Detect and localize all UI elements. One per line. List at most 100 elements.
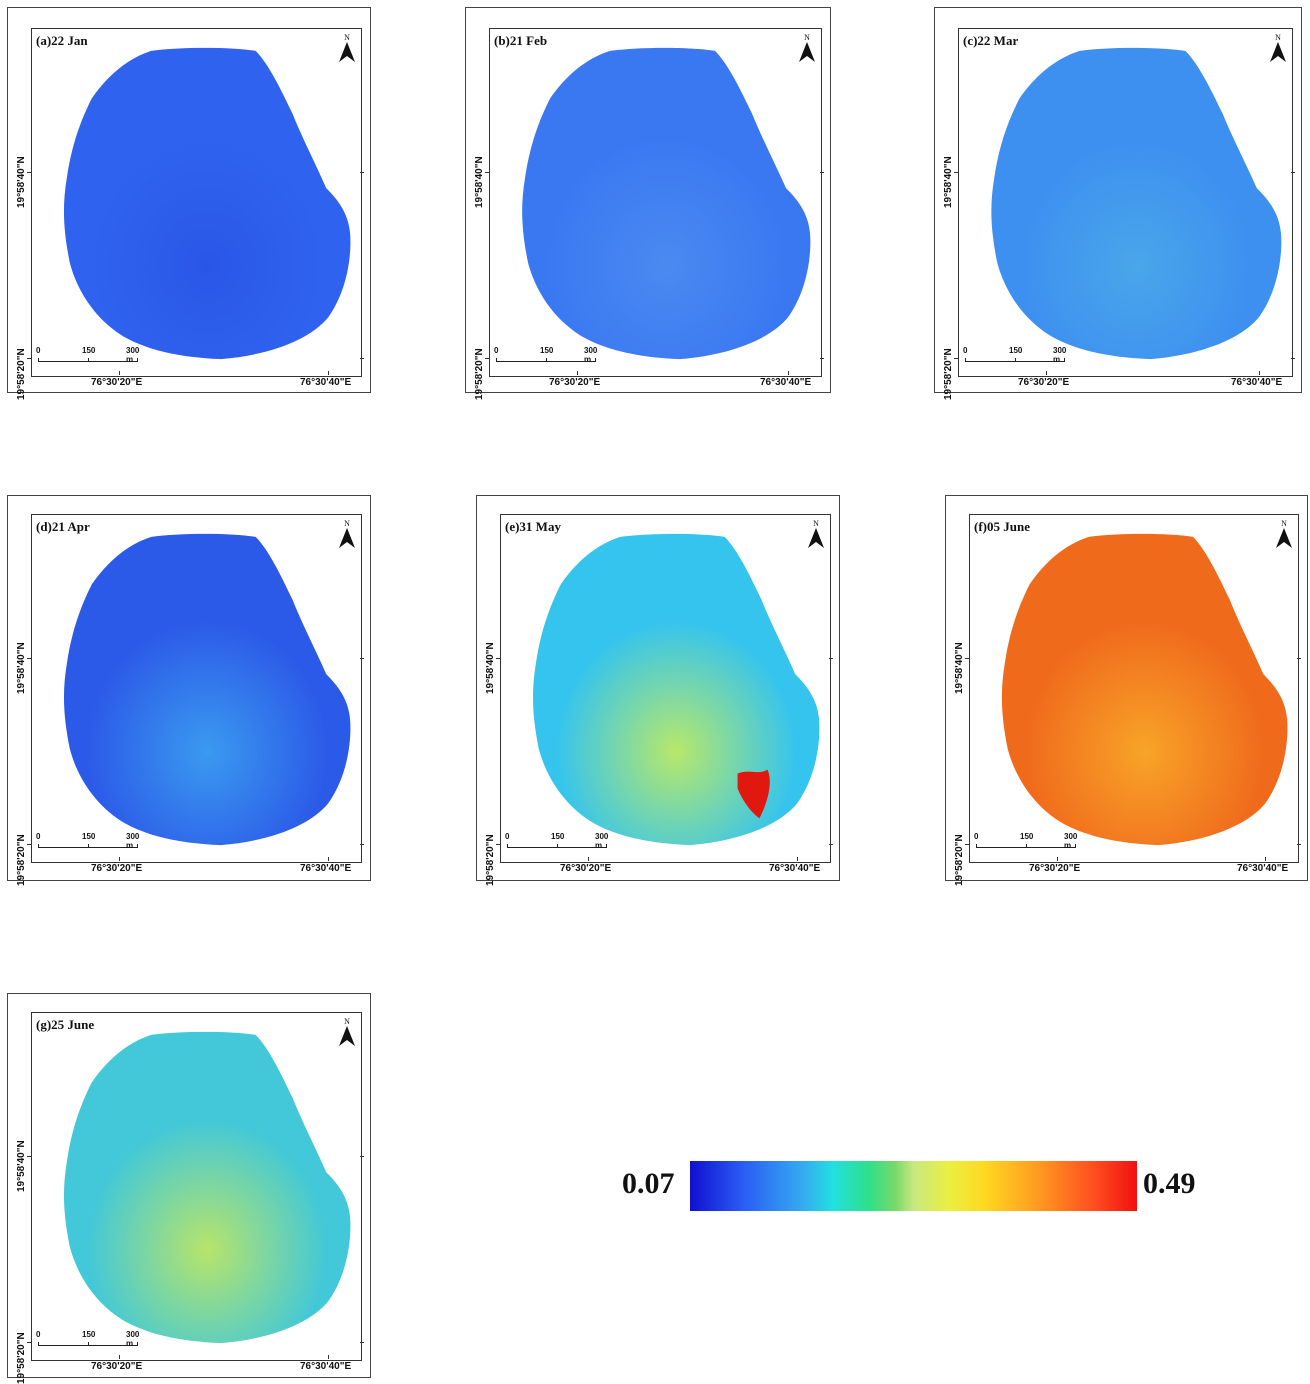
scale-label: 300 m: [126, 832, 140, 850]
latitude-tick: [485, 172, 489, 173]
scale-label: 150: [82, 1330, 96, 1339]
scale-bar: 0 150 300 m: [974, 832, 1086, 852]
lake-outline: [63, 533, 351, 846]
scale-label: 300 m: [595, 832, 609, 850]
longitude-tick: [1265, 857, 1266, 861]
longitude-tick: [588, 857, 589, 861]
scale-label: 150: [82, 346, 96, 355]
north-arrow-icon: N: [337, 519, 357, 553]
longitude-tick: [577, 371, 578, 375]
latitude-tick: [360, 844, 364, 845]
longitude-tick: [328, 371, 329, 375]
lake-reflectance-map: [63, 47, 351, 360]
panel-title: (c)22 Mar: [963, 33, 1019, 48]
longitude-label: 76°30'20"E: [91, 1361, 143, 1372]
latitude-tick: [27, 1342, 31, 1343]
scale-label: 300 m: [1053, 346, 1067, 364]
scale-bar: 0 150 300 m: [36, 832, 148, 852]
panel-title: (g)25 June: [36, 1017, 95, 1032]
panel-title: (f)05 June: [974, 519, 1030, 534]
scale-label: 300 m: [584, 346, 598, 364]
latitude-tick: [829, 658, 833, 659]
longitude-label: 76°30'20"E: [560, 863, 612, 874]
longitude-tick: [1046, 371, 1047, 375]
longitude-tick: [328, 1355, 329, 1359]
map-frame: (b)21 Feb N 0 150 300 m: [489, 28, 822, 377]
scale-label: 0: [963, 346, 968, 355]
map-panel-b: (b)21 Feb N 0 150 300 m 19°58'40"N 19°58'20"N…: [465, 7, 831, 400]
north-label: N: [804, 33, 810, 42]
panel-title: (a)22 Jan: [36, 33, 88, 48]
latitude-label: 19°58'40"N: [16, 156, 27, 208]
latitude-label: 19°58'40"N: [16, 1140, 27, 1192]
latitude-tick: [27, 172, 31, 173]
latitude-label: 19°58'20"N: [16, 834, 27, 886]
map-frame: (c)22 Mar N 0 150 300 m: [958, 28, 1293, 377]
latitude-tick: [360, 1156, 364, 1157]
latitude-tick: [829, 844, 833, 845]
longitude-label: 76°30'40"E: [1231, 377, 1283, 388]
north-label: N: [1281, 519, 1287, 528]
map-frame: (d)21 Apr N 0 150 300 m: [31, 514, 362, 863]
latitude-label: 19°58'20"N: [954, 834, 965, 886]
scale-bar: 0 150 300 m: [505, 832, 617, 852]
north-label: N: [344, 1017, 350, 1026]
lake-reflectance-map: [1001, 533, 1288, 846]
latitude-tick: [496, 844, 500, 845]
colorbar: [690, 1161, 1137, 1211]
longitude-tick: [119, 1355, 120, 1359]
longitude-tick: [797, 857, 798, 861]
north-label: N: [344, 33, 350, 42]
latitude-label: 19°58'20"N: [16, 348, 27, 400]
map-frame: (e)31 May N 0 150 300 m: [500, 514, 831, 863]
longitude-label: 76°30'40"E: [769, 863, 821, 874]
latitude-tick: [360, 172, 364, 173]
latitude-tick: [360, 1342, 364, 1343]
lake-outline: [522, 47, 811, 360]
latitude-label: 19°58'20"N: [16, 1332, 27, 1384]
scale-label: 0: [36, 832, 41, 841]
lake-reflectance-map: [63, 1031, 351, 1344]
map-frame: (g)25 June N 0 150 300 m: [31, 1012, 362, 1361]
lake-reflectance-map: [63, 533, 351, 846]
scale-bar: 0 150 300 m: [36, 346, 148, 366]
north-label: N: [1275, 33, 1281, 42]
latitude-tick: [27, 844, 31, 845]
lake-outline: [1001, 533, 1288, 846]
longitude-label: 76°30'20"E: [1018, 377, 1070, 388]
latitude-label: 19°58'20"N: [943, 348, 954, 400]
latitude-label: 19°58'40"N: [474, 156, 485, 208]
longitude-tick: [1259, 371, 1260, 375]
map-panel-c: (c)22 Mar N 0 150 300 m 19°58'40"N 19°58'20"N…: [934, 7, 1302, 400]
latitude-tick: [954, 358, 958, 359]
colorbar-max-label: 0.49: [1143, 1167, 1196, 1200]
latitude-label: 19°58'20"N: [474, 348, 485, 400]
scale-label: 150: [551, 832, 565, 841]
scale-label: 0: [505, 832, 510, 841]
latitude-label: 19°58'40"N: [954, 642, 965, 694]
scale-bar: 0 150 300 m: [494, 346, 606, 366]
panel-title: (d)21 Apr: [36, 519, 90, 534]
scale-label: 0: [494, 346, 499, 355]
latitude-tick: [1291, 172, 1295, 173]
north-arrow-icon: N: [806, 519, 826, 553]
latitude-label: 19°58'40"N: [16, 642, 27, 694]
lake-reflectance-map: [522, 47, 811, 360]
map-panel-f: (f)05 June N 0 150 300 m 19°58'40"N 19°58'20"…: [945, 495, 1308, 886]
north-label: N: [344, 519, 350, 528]
panel-title: (b)21 Feb: [494, 33, 548, 48]
longitude-label: 76°30'40"E: [300, 863, 352, 874]
scale-label: 0: [974, 832, 979, 841]
longitude-label: 76°30'40"E: [300, 377, 352, 388]
scale-bar: 0 150 300 m: [36, 1330, 148, 1350]
scale-label: 150: [540, 346, 554, 355]
longitude-label: 76°30'40"E: [300, 1361, 352, 1372]
latitude-tick: [965, 658, 969, 659]
latitude-tick: [27, 1156, 31, 1157]
map-frame: (a)22 Jan N 0 150 300 m: [31, 28, 362, 377]
scale-bar: 0 150 300 m: [963, 346, 1075, 366]
scale-label: 0: [36, 1330, 41, 1339]
map-frame: (f)05 June N 0 150 300 m: [969, 514, 1299, 863]
latitude-label: 19°58'40"N: [485, 642, 496, 694]
latitude-tick: [1297, 658, 1301, 659]
